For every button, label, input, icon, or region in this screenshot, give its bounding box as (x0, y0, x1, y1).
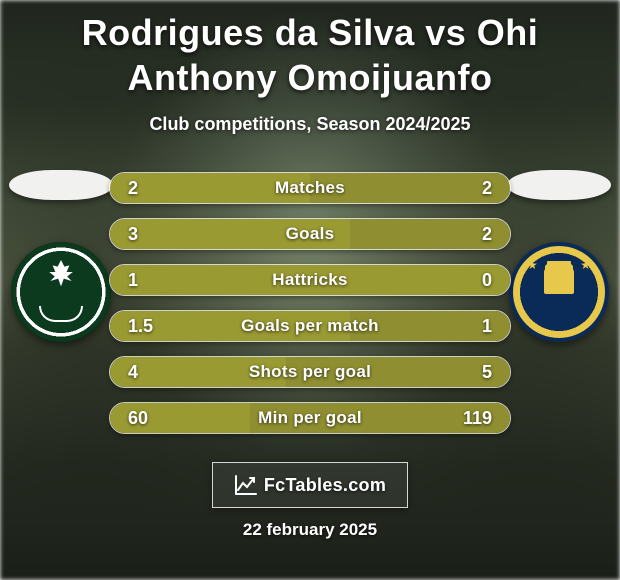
stat-label: Min per goal (110, 403, 510, 433)
crest-year: 1964 (541, 306, 576, 322)
branding-text: FcTables.com (264, 475, 386, 496)
stat-row: 22Matches (109, 172, 511, 204)
stat-row: 1.51Goals per match (109, 310, 511, 342)
stat-label: Hattricks (110, 265, 510, 295)
stat-label: Goals (110, 219, 510, 249)
stat-label: Matches (110, 173, 510, 203)
page-title: Rodrigues da Silva vs Ohi Anthony Omoiju… (0, 0, 620, 100)
stat-row: 45Shots per goal (109, 356, 511, 388)
player-right-silhouette (507, 170, 611, 200)
stats-list: 22Matches 32Goals 10Hattricks 1.51Goals per… (109, 172, 511, 434)
stat-row: 10Hattricks (109, 264, 511, 296)
stat-row: 32Goals (109, 218, 511, 250)
player-left-silhouette (9, 170, 113, 200)
stat-label: Goals per match (110, 311, 510, 341)
subtitle: Club competitions, Season 2024/2025 (0, 114, 620, 135)
stat-row: 60119Min per goal (109, 402, 511, 434)
stat-label: Shots per goal (110, 357, 510, 387)
date-text: 22 february 2025 (0, 520, 620, 540)
branding-box: FcTables.com (212, 462, 408, 508)
star-icon: ★ (527, 258, 538, 272)
team-left-crest (11, 242, 111, 342)
chart-icon (234, 474, 258, 496)
player-right-column: ★ ★ 1964 (504, 170, 614, 342)
team-right-crest: ★ ★ 1964 (509, 242, 609, 342)
player-left-column (6, 170, 116, 342)
star-icon: ★ (580, 258, 591, 272)
